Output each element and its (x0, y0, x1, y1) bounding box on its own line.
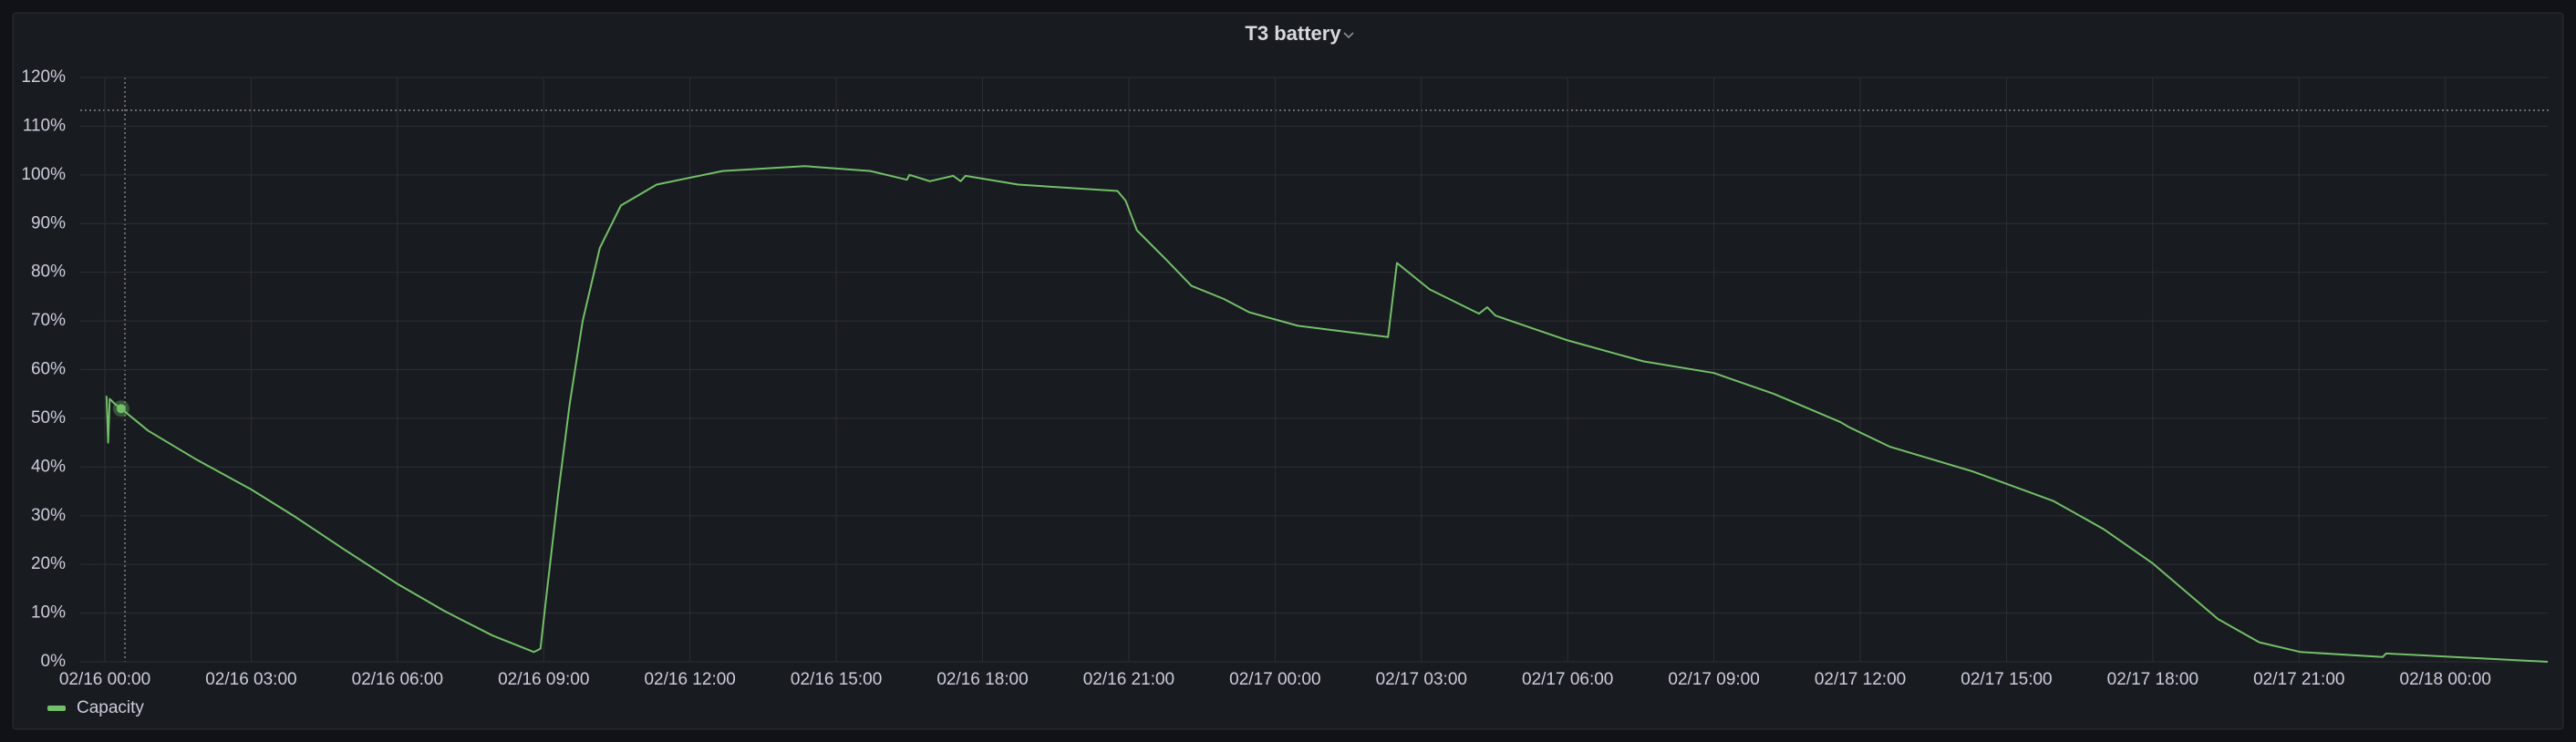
x-tick-label: 02/16 18:00 (936, 670, 1028, 689)
x-tick-label: 02/16 06:00 (352, 670, 443, 689)
x-tick-label: 02/17 18:00 (2107, 670, 2198, 689)
x-tick-label: 02/17 21:00 (2253, 670, 2344, 689)
x-tick-label: 02/16 09:00 (498, 670, 589, 689)
y-tick-label: 20% (31, 554, 66, 573)
y-tick-label: 50% (31, 408, 66, 428)
panel-title[interactable]: T3 battery (1245, 22, 1341, 45)
grid (80, 77, 2548, 663)
hover-point (116, 404, 126, 414)
y-tick-label: 30% (31, 506, 66, 525)
x-tick-label: 02/18 00:00 (2400, 670, 2491, 689)
y-tick-label: 70% (31, 311, 66, 330)
legend-label[interactable]: Capacity (77, 698, 144, 717)
y-tick-label: 120% (21, 67, 66, 87)
x-tick-label: 02/16 12:00 (644, 670, 735, 689)
y-tick-label: 80% (31, 263, 66, 282)
x-tick-label: 02/16 03:00 (205, 670, 296, 689)
legend-swatch (47, 706, 66, 711)
y-tick-label: 40% (31, 457, 66, 476)
y-tick-label: 90% (31, 213, 66, 232)
y-tick-label: 0% (41, 652, 67, 671)
series-line (105, 165, 2549, 663)
x-tick-label: 02/16 15:00 (791, 670, 882, 689)
x-tick-label: 02/17 06:00 (1522, 670, 1613, 689)
x-tick-label: 02/17 09:00 (1668, 670, 1759, 689)
y-tick-label: 100% (21, 165, 66, 184)
x-tick-label: 02/17 15:00 (1960, 670, 2052, 689)
title-chevron[interactable] (1343, 32, 1354, 39)
y-tick-label: 110% (23, 116, 66, 135)
x-tick-label: 02/16 21:00 (1083, 670, 1174, 689)
panel (12, 12, 2564, 730)
x-tick-label: 02/17 00:00 (1229, 670, 1320, 689)
y-tick-label: 10% (31, 603, 66, 623)
x-tick-label: 02/17 12:00 (1815, 670, 1906, 689)
y-tick-label: 60% (31, 360, 66, 379)
x-tick-label: 02/17 03:00 (1376, 670, 1467, 689)
x-tick-label: 02/16 00:00 (59, 670, 150, 689)
